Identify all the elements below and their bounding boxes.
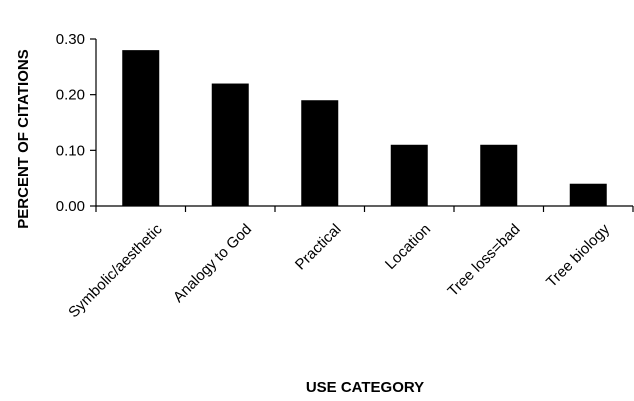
y-tick-label: 0.10: [56, 142, 85, 159]
bar: [211, 83, 249, 206]
y-tick-label: 0.30: [56, 31, 85, 48]
x-axis-title: USE CATEGORY: [306, 379, 424, 396]
y-axis-title: PERCENT OF CITATIONS: [15, 49, 32, 228]
x-category-label: Tree biology: [543, 220, 613, 290]
x-category-label: Symbolic/aesthetic: [65, 220, 166, 321]
bar: [480, 144, 518, 206]
bar: [122, 50, 160, 207]
y-tick-label: 0.00: [56, 198, 85, 215]
y-ticks: 0.00 0.10 0.20 0.30: [56, 31, 96, 215]
x-category-label: Location: [382, 221, 434, 273]
x-category-label: Tree loss=bad: [444, 221, 523, 300]
bars-group: [122, 50, 607, 207]
bar: [569, 183, 607, 206]
x-category-label: Practical: [292, 221, 345, 274]
bar: [301, 100, 339, 206]
x-category-label: Analogy to God: [170, 221, 255, 306]
y-tick-label: 0.20: [56, 87, 85, 104]
bar: [390, 144, 428, 206]
x-ticks: Symbolic/aesthetic Analogy to God Practica…: [65, 206, 634, 321]
